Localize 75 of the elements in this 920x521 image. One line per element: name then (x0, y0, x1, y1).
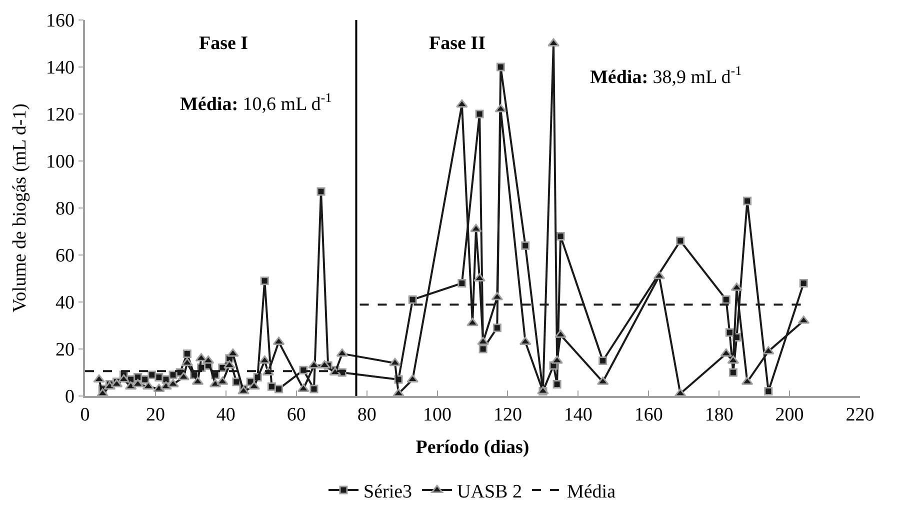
point (475, 110, 484, 118)
point (552, 380, 562, 388)
point (456, 99, 468, 108)
point (725, 328, 734, 337)
point (470, 224, 482, 232)
x-tick-label: 0 (80, 404, 90, 426)
point (178, 372, 190, 380)
point (181, 358, 194, 366)
point (551, 356, 563, 364)
y-tick-label: 20 (55, 340, 74, 361)
point (521, 241, 530, 250)
point (598, 356, 608, 365)
point (478, 344, 488, 354)
point (118, 374, 130, 383)
x-tick-label: 120 (493, 404, 522, 426)
y-tick-label: 80 (55, 198, 74, 220)
point (743, 196, 752, 206)
point (248, 381, 260, 390)
y-tick-label: 120 (46, 104, 74, 126)
x-tick-label: 220 (846, 404, 874, 426)
y-tick-label: 140 (46, 58, 74, 79)
point (308, 360, 320, 368)
point (676, 236, 685, 246)
point (474, 273, 486, 282)
x-tick-label: 20 (146, 404, 165, 426)
point (799, 278, 808, 288)
legend-label: Média (566, 481, 616, 502)
x-tick-label: 80 (357, 404, 376, 426)
y-tick-label: 160 (46, 10, 74, 32)
point (466, 318, 478, 326)
annotation: Média: 10,6 mL d$^{-1}$ (180, 90, 332, 115)
point (153, 384, 165, 392)
point (556, 232, 565, 240)
point (458, 278, 466, 288)
point (548, 38, 560, 46)
x-tick-label: 160 (634, 404, 663, 426)
point (389, 358, 401, 366)
x-tick-label: 100 (423, 404, 452, 426)
point (764, 387, 773, 396)
point (316, 187, 326, 196)
point (653, 270, 666, 280)
y-tick-label: 100 (46, 152, 74, 173)
point (182, 349, 192, 358)
point (492, 324, 502, 332)
y-axis-title: Volume de biogás (mL d-1) (9, 104, 30, 312)
y-tick-label: 0 (64, 386, 74, 408)
y-tick-label: 40 (55, 292, 74, 314)
x-tick-label: 60 (286, 404, 306, 426)
point (406, 374, 419, 383)
point (728, 368, 738, 377)
point (142, 381, 154, 390)
point (274, 384, 283, 394)
y-tick-label: 60 (55, 246, 74, 267)
x-tick-label: 180 (704, 404, 734, 426)
point (720, 348, 732, 357)
point (154, 372, 164, 382)
annotation: Fase II (429, 33, 486, 54)
point (310, 384, 318, 394)
x-tick-label: 140 (564, 404, 592, 426)
point (232, 378, 241, 386)
point (722, 295, 730, 304)
point (336, 348, 348, 357)
annotation: Fase I (199, 33, 248, 54)
point (318, 360, 330, 368)
legend-label: UASB 2 (457, 481, 522, 502)
point (93, 374, 106, 383)
annotation: Média: 38,9 mL d$^{-1}$ (590, 63, 742, 88)
x-axis-title: Período (dias) (416, 436, 530, 458)
x-tick-label: 40 (216, 404, 236, 426)
point (260, 276, 269, 286)
legend-label: Série3 (364, 481, 412, 502)
x-tick-label: 200 (775, 404, 804, 426)
point (408, 295, 417, 304)
point (227, 348, 239, 357)
point (496, 62, 505, 72)
